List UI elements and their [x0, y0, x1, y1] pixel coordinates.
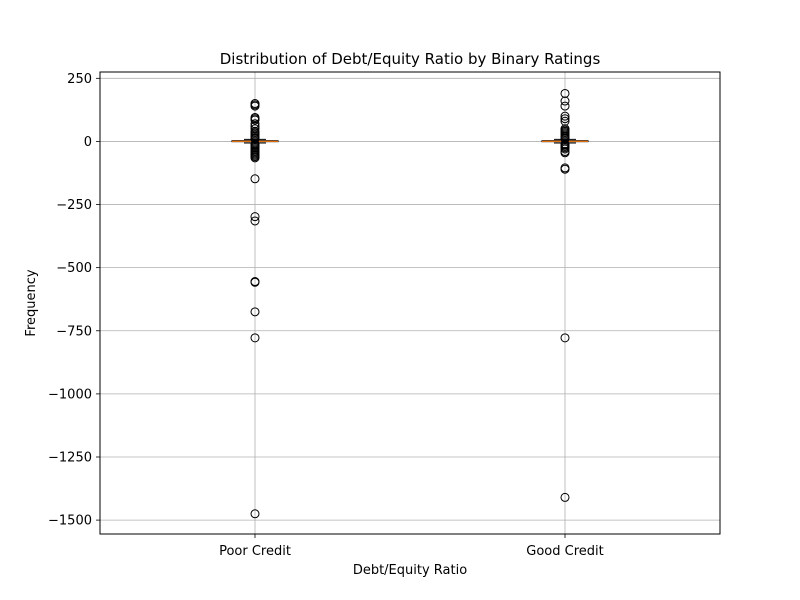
- outlier-point: [250, 212, 260, 222]
- y-tick-label: 0: [84, 135, 92, 150]
- outlier-point: [560, 111, 570, 121]
- outlier-point: [560, 96, 570, 106]
- x-tick-label: Poor Credit: [219, 544, 291, 559]
- y-tick-label: −1000: [48, 387, 92, 402]
- outlier-point: [250, 101, 260, 111]
- box-poor-credit: [231, 99, 279, 519]
- grid-lines: [100, 72, 720, 534]
- outlier-point: [560, 492, 570, 502]
- outlier-point: [250, 333, 260, 343]
- box-series: [231, 88, 589, 519]
- chart-title: Distribution of Debt/Equity Ratio by Bin…: [220, 50, 601, 68]
- outlier-point: [250, 509, 260, 519]
- outlier-point: [560, 144, 570, 154]
- y-tick-label: −500: [56, 261, 92, 276]
- outlier-point: [250, 115, 260, 125]
- y-tick-label: 250: [67, 72, 92, 87]
- box-good-credit: [541, 88, 589, 502]
- y-tick-label: −1500: [48, 514, 92, 529]
- outlier-point: [250, 216, 260, 226]
- outlier-point: [560, 164, 570, 174]
- outlier-point: [250, 174, 260, 184]
- x-axis-ticks: Poor Credit Good Credit: [219, 534, 604, 559]
- x-tick-label: Good Credit: [526, 544, 603, 559]
- outlier-point: [560, 114, 570, 124]
- outlier-point: [250, 277, 260, 287]
- x-axis-label: Debt/Equity Ratio: [353, 563, 467, 578]
- outlier-point: [250, 153, 260, 163]
- outlier-point: [560, 148, 570, 158]
- outlier-point: [250, 307, 260, 317]
- y-axis-label: Frequency: [24, 269, 39, 336]
- plot-frame: [99, 71, 721, 535]
- y-tick-label: −250: [56, 198, 92, 213]
- y-tick-label: −750: [56, 324, 92, 339]
- y-axis-ticks: 250 0 −250 −500 −750 −1000 −1250 −1500: [48, 72, 100, 529]
- outlier-point: [560, 333, 570, 343]
- y-tick-label: −1250: [48, 451, 92, 466]
- outlier-point: [560, 101, 570, 111]
